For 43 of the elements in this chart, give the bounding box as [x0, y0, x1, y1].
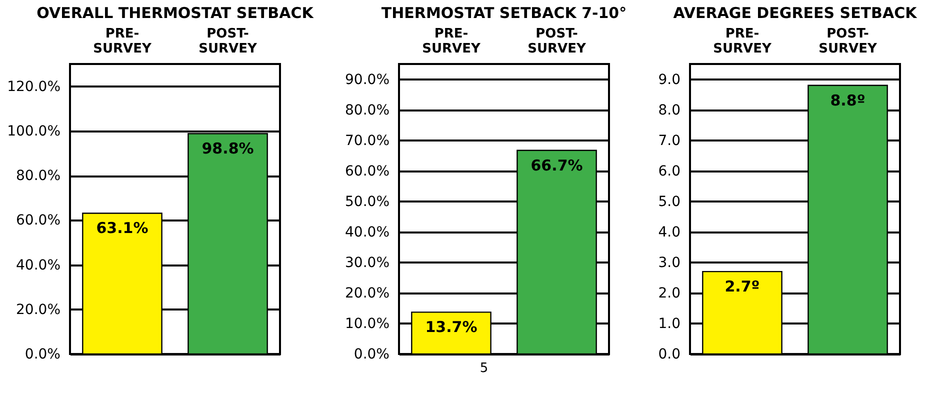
data-label: 98.8%: [202, 140, 254, 158]
y-tick-label: 10.0%: [345, 316, 390, 332]
data-label: 2.7º: [724, 278, 760, 296]
y-tick-label: 8.0: [658, 102, 680, 118]
chart-title: THERMOSTAT SETBACK 7-10°: [381, 4, 627, 22]
x-tick-label: PRE-SURVEY: [422, 26, 481, 56]
y-tick-label: 7.0: [658, 132, 680, 149]
y-tick-label: 20.0%: [345, 285, 390, 302]
data-label: 66.7%: [530, 156, 583, 174]
chart-title: OVERALL THERMOSTAT SETBACK: [36, 4, 315, 22]
x-tick-label: POST-SURVEY: [818, 26, 878, 56]
x-tick-label: POST-SURVEY: [198, 26, 258, 56]
y-tick-label: 0.0: [658, 346, 680, 362]
y-tick-label: 5.0: [658, 194, 680, 210]
data-label: 63.1%: [96, 219, 148, 238]
x-tick-label: PRE-SURVEY: [93, 26, 152, 56]
y-tick-label: 120.0%: [7, 78, 60, 95]
data-label: 13.7%: [425, 318, 478, 336]
y-tick-label: 2.0: [658, 285, 680, 302]
text: 5: [480, 361, 488, 376]
y-tick-label: 0.0%: [354, 346, 390, 362]
y-tick-label: 60.0%: [16, 212, 60, 229]
y-tick-label: 3.0: [658, 254, 680, 271]
y-tick-label: 6.0: [658, 163, 680, 180]
y-tick-label: 20.0%: [16, 302, 60, 318]
x-tick-label: POST-SURVEY: [528, 26, 586, 56]
y-tick-label: 4.0: [658, 224, 680, 240]
data-label: 8.8º: [830, 91, 866, 110]
y-tick-label: 90.0%: [345, 72, 390, 88]
y-tick-label: 60.0%: [345, 163, 390, 180]
y-tick-label: 9.0: [658, 72, 680, 88]
y-tick-label: 40.0%: [345, 224, 390, 240]
y-tick-label: 80.0%: [16, 168, 60, 184]
y-tick-label: 70.0%: [345, 132, 390, 149]
y-tick-label: 100.0%: [7, 123, 60, 140]
x-tick-label: PRE-SURVEY: [713, 26, 772, 56]
y-tick-label: 0.0%: [24, 346, 60, 362]
y-tick-label: 1.0: [658, 316, 680, 332]
y-tick-label: 80.0%: [345, 102, 390, 118]
y-tick-label: 30.0%: [345, 254, 390, 271]
chart-title: AVERAGE DEGREES SETBACK: [673, 4, 918, 22]
y-tick-label: 40.0%: [16, 257, 60, 274]
y-tick-label: 50.0%: [345, 194, 390, 210]
